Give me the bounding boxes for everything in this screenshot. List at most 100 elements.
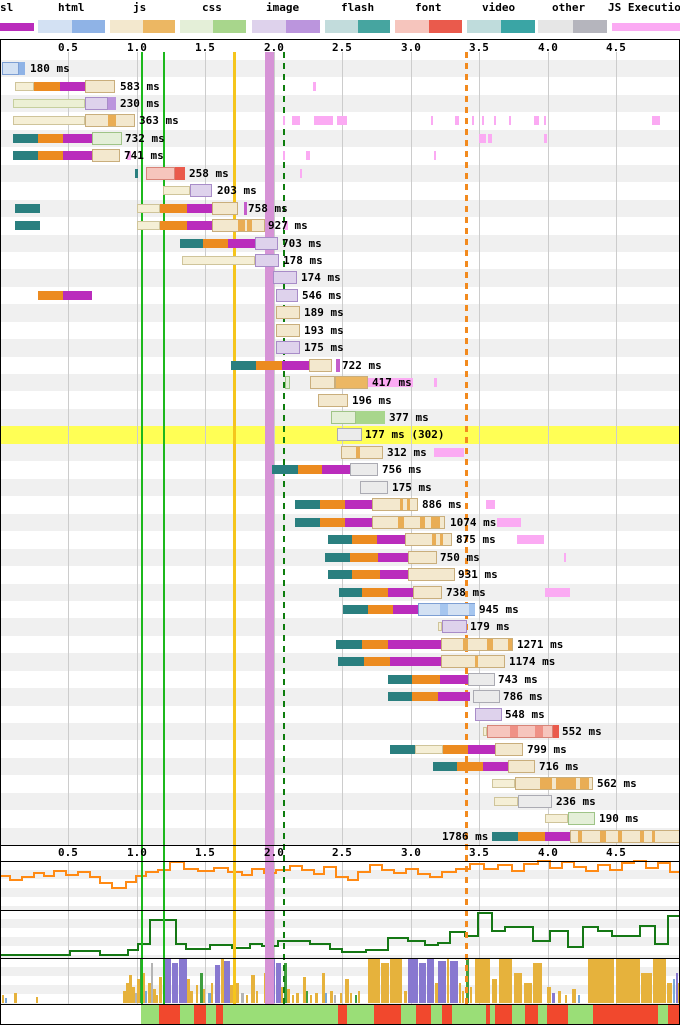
request-row[interactable]: 1271 ms [0, 636, 680, 653]
browser-activity-bar [208, 993, 211, 1003]
page-interactive-strip-segment [0, 1005, 141, 1024]
request-duration-label: 562 ms [597, 777, 637, 791]
request-bar-js_s [578, 830, 582, 842]
request-row[interactable]: 927 ms [0, 217, 680, 234]
request-bar-wait [137, 203, 160, 213]
request-row[interactable]: 562 ms [0, 775, 680, 792]
request-row[interactable]: 741 ms [0, 147, 680, 164]
request-row[interactable]: 716 ms [0, 758, 680, 775]
request-row[interactable]: 236 ms [0, 793, 680, 810]
request-row[interactable]: 174 ms [0, 269, 680, 286]
request-bar-dns [388, 674, 412, 684]
legend-label-html: html [58, 1, 85, 14]
request-row[interactable]: 786 ms [0, 688, 680, 705]
request-row[interactable]: 548 ms [0, 706, 680, 723]
request-bar-wait [492, 779, 515, 789]
request-row[interactable]: 756 ms [0, 461, 680, 478]
request-row[interactable]: 179 ms [0, 618, 680, 635]
browser-activity-bar [281, 987, 283, 1003]
request-row[interactable]: 193 ms [0, 322, 680, 339]
time-gridline [411, 910, 412, 958]
request-row[interactable]: 190 ms [0, 810, 680, 827]
time-gridline [411, 861, 412, 910]
page-interactive-strip-segment [216, 1005, 223, 1024]
legend-swatch-dark [72, 20, 105, 33]
request-row[interactable]: 732 ms [0, 130, 680, 147]
request-row[interactable]: 189 ms [0, 304, 680, 321]
request-bar-html [2, 62, 19, 75]
request-row[interactable]: 931 ms [0, 566, 680, 583]
browser-activity-bar [230, 985, 233, 1003]
request-row[interactable]: 1174 ms [0, 653, 680, 670]
request-row[interactable]: 583 ms [0, 78, 680, 95]
request-duration-label: 363 ms [139, 114, 179, 128]
browser-activity-bar [459, 983, 461, 1003]
request-duration-label: 703 ms [282, 236, 322, 250]
request-row[interactable]: 799 ms [0, 741, 680, 758]
request-row[interactable]: 546 ms [0, 287, 680, 304]
time-gridline [548, 52, 549, 845]
request-row[interactable]: 363 ms [0, 112, 680, 129]
request-row[interactable]: 1786 ms [0, 828, 680, 845]
frame-border-horizontal [0, 1024, 680, 1025]
legend-swatch-light [467, 20, 501, 33]
time-gridline [479, 910, 480, 958]
request-row[interactable]: 758 ms [0, 200, 680, 217]
marker-line-render-2 [163, 52, 165, 1004]
request-bar-dns [13, 133, 38, 143]
request-row[interactable]: 178 ms [0, 252, 680, 269]
request-row[interactable]: 230 ms [0, 95, 680, 112]
request-row[interactable]: 203 ms [0, 182, 680, 199]
request-row[interactable]: 180 ms [0, 60, 680, 77]
request-bar-js_s [356, 446, 360, 458]
js-execution-mark [313, 81, 316, 91]
request-duration-label: 716 ms [539, 760, 579, 773]
request-bar-con [160, 203, 187, 213]
time-gridline [616, 52, 617, 845]
marker-line-start-render [141, 52, 143, 1004]
js-execution-mark [284, 221, 288, 230]
request-row[interactable]: 743 ms [0, 671, 680, 688]
frame-border-horizontal [0, 958, 680, 959]
browser-activity-bar [390, 959, 402, 1003]
request-row[interactable]: 312 ms [0, 444, 680, 461]
request-bar-js [408, 550, 437, 564]
browser-activity-bar [322, 973, 325, 1003]
request-bar-con [368, 604, 393, 614]
request-row[interactable]: 738 ms [0, 584, 680, 601]
request-duration-label: 377 ms [389, 411, 429, 424]
time-gridline [548, 861, 549, 910]
time-gridline [411, 52, 412, 845]
request-row[interactable]: 377 ms [0, 409, 680, 426]
request-duration-label: 552 ms [562, 725, 602, 739]
request-row[interactable]: 1074 ms [0, 514, 680, 531]
browser-activity-bar [588, 959, 614, 1003]
js-execution-mark [497, 517, 521, 527]
request-row[interactable]: 875 ms [0, 531, 680, 548]
request-bar-js [341, 445, 383, 459]
request-duration-label: 174 ms [301, 271, 341, 285]
request-row[interactable]: 552 ms [0, 723, 680, 740]
time-gridline [137, 910, 138, 958]
row-stripe [1, 94, 679, 113]
browser-activity-bar [653, 959, 666, 1003]
request-row[interactable]: 417 ms [0, 374, 680, 391]
request-row[interactable]: 196 ms [0, 392, 680, 409]
browser-activity-bar [129, 975, 132, 1003]
request-row[interactable]: 886 ms [0, 496, 680, 513]
request-bar-js [276, 323, 300, 337]
marker-line-visually-complete [265, 52, 274, 1004]
request-row[interactable]: 258 ms [0, 165, 680, 182]
request-row[interactable]: 945 ms [0, 601, 680, 618]
request-row[interactable]: 703 ms [0, 235, 680, 252]
browser-activity-bar [14, 993, 17, 1003]
page-interactive-strip-segment [495, 1005, 512, 1024]
request-row[interactable]: 175 ms [0, 339, 680, 356]
request-row[interactable]: 722 ms [0, 357, 680, 374]
request-bar-con [443, 744, 468, 754]
request-row[interactable]: 177 ms (302) [0, 426, 680, 443]
browser-activity-bar [533, 963, 542, 1003]
request-row[interactable]: 175 ms [0, 479, 680, 496]
request-row[interactable]: 750 ms [0, 549, 680, 566]
time-axis-label-top: 3.0 [401, 41, 421, 54]
